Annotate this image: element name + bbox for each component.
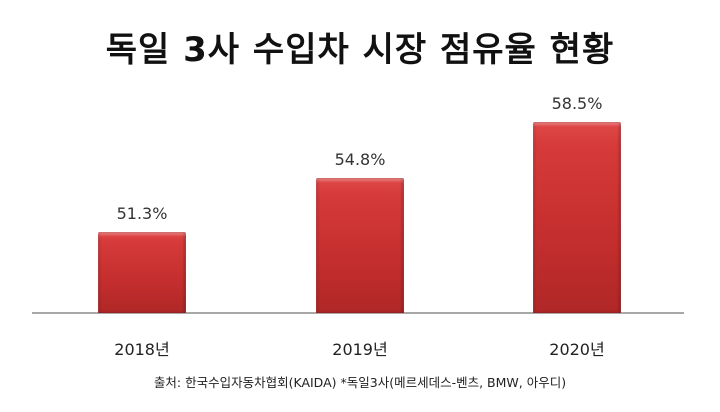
bar-2018 (98, 232, 186, 313)
chart-title: 독일 3사 수입차 시장 점유율 현황 (105, 30, 615, 70)
value-label-2018: 51.3% (116, 204, 168, 223)
bar-2019 (316, 178, 404, 313)
x-axis-line (32, 312, 684, 314)
value-label-2020: 58.5% (551, 94, 603, 113)
category-label-2020: 2020년 (549, 340, 605, 359)
category-label-2018: 2018년 (114, 340, 170, 359)
bar-2020 (533, 122, 621, 313)
value-label-2019: 54.8% (334, 150, 386, 169)
source-note: 출처: 한국수입자동차협회(KAIDA) *독일3사(메르세데스-벤츠, BMW… (153, 375, 567, 390)
category-label-2019: 2019년 (332, 340, 388, 359)
